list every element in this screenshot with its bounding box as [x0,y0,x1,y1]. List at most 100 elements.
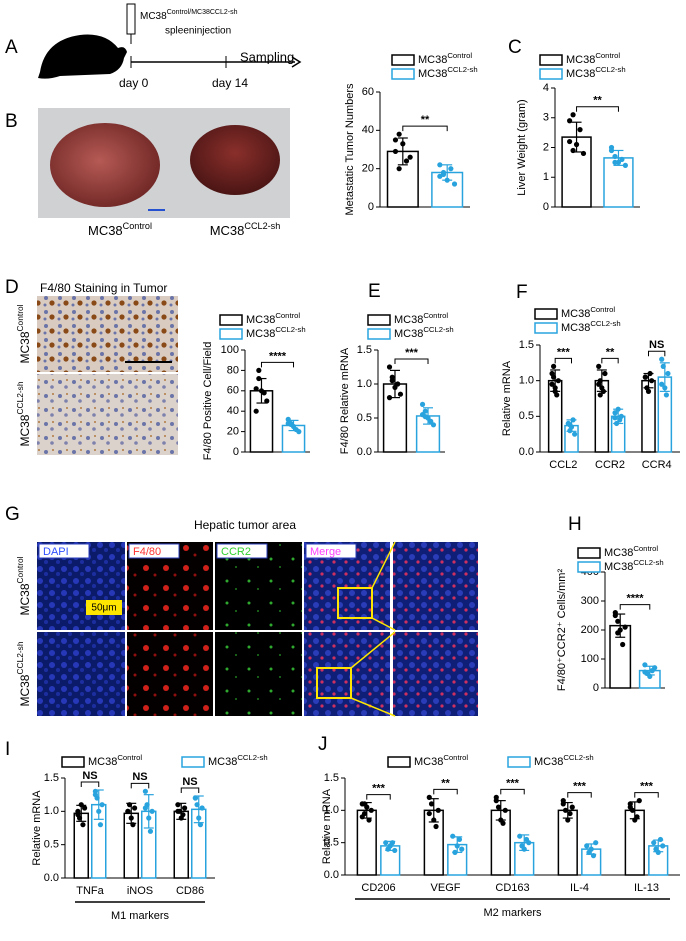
scale-label: 50μm [91,603,116,614]
data-point [450,833,456,839]
x-tick-label: IL-4 [570,882,589,894]
y-tick-label: 60 [362,86,374,98]
legend-label: MC38CCL2-sh [418,65,478,80]
data-point [618,413,624,419]
x-tick-label: CD206 [361,882,395,894]
start-day: day 0 [119,76,149,90]
data-point [613,420,620,427]
data-point [82,805,88,811]
channel-box [128,543,180,559]
data-point [359,814,365,820]
if-grid: DAPI F4/80 CCR2 Merge 50μm [37,541,478,717]
data-point [612,415,618,421]
x-tick-label: VEGF [431,882,461,894]
data-point [400,141,406,147]
significance: ** [593,95,602,107]
data-point [619,156,625,162]
data-point [500,820,506,826]
route: spleeninjection [165,26,231,37]
group-label: M1 markers [111,910,170,922]
data-point [600,388,607,394]
data-point [602,370,608,377]
significance-bracket [130,782,150,789]
data-point [642,669,648,675]
y-tick-label: 0 [233,446,239,458]
y-tick-label: 80 [227,364,239,376]
end-day: day 14 [212,76,248,90]
legend-swatch [219,328,243,340]
significance: ** [441,777,450,789]
legend-swatch [507,756,531,768]
data-point [660,843,666,849]
data-point [426,810,432,817]
legend-label: MC38CCL2-sh [604,558,664,573]
significance: *** [372,782,386,794]
if-image [37,632,125,716]
legend-label: MC38Control [418,51,472,66]
data-point [620,641,626,648]
panel-letter: H [568,514,582,535]
legend-label: MC38Control [394,311,448,326]
significance-bracket [433,788,458,795]
data-point [622,624,628,630]
panel-letter: G [5,504,20,525]
x-tick-label: CCR2 [595,459,625,471]
y-tick-label: 1.5 [519,339,534,351]
legend-label: MC38CCL2-sh [208,753,268,768]
data-point [493,794,499,801]
panel-letter: B [5,111,18,132]
data-point [422,414,428,420]
bar [173,810,189,879]
data-point [264,398,270,404]
data-point [125,808,131,814]
row-label: MC38CCL2-sh [15,641,32,706]
data-point [652,665,658,671]
row-label: MC38CCL2-sh [15,381,32,446]
data-point [565,817,571,823]
significance-bracket [394,358,429,364]
zoom-line [371,541,396,589]
data-point [261,390,267,396]
data-point [567,810,573,817]
data-point [665,370,671,377]
legend-label: MC38Control [88,753,142,768]
y-tick-label: 3 [543,112,549,124]
data-point [361,801,368,807]
zoom-line [350,631,396,669]
x-tick-label: CD86 [176,885,204,897]
data-point [615,618,621,624]
data-point [651,840,657,846]
data-point [521,846,527,852]
y-tick-label: 0.0 [357,446,372,458]
y-tick-label: 20 [227,426,239,438]
legend-swatch [391,54,415,66]
data-point [146,815,152,821]
data-point [96,808,102,814]
endpoint: Sampling [240,49,294,64]
data-point [392,148,399,155]
data-point [130,822,136,828]
data-point [645,388,652,394]
photo-label: MC38Control [88,221,152,238]
data-point [92,792,98,798]
significance-bracket [634,792,659,798]
significance: *** [640,781,654,793]
data-point [147,828,154,834]
data-point [288,421,294,428]
legend-swatch [539,68,563,80]
data-point [435,807,441,813]
data-point [452,849,458,855]
data-point [660,363,666,369]
data-point [612,612,618,619]
data-point [142,805,148,811]
data-point [253,408,259,414]
data-point [569,804,575,810]
scale-box [86,600,122,615]
data-point [662,385,668,391]
y-tick-label: 200 [581,624,599,636]
significance-bracket [567,792,592,798]
channel-label: Merge [310,546,341,558]
data-point [567,422,573,428]
y-axis-label: Liver Weight (gram) [516,99,528,195]
data-point [454,843,460,849]
